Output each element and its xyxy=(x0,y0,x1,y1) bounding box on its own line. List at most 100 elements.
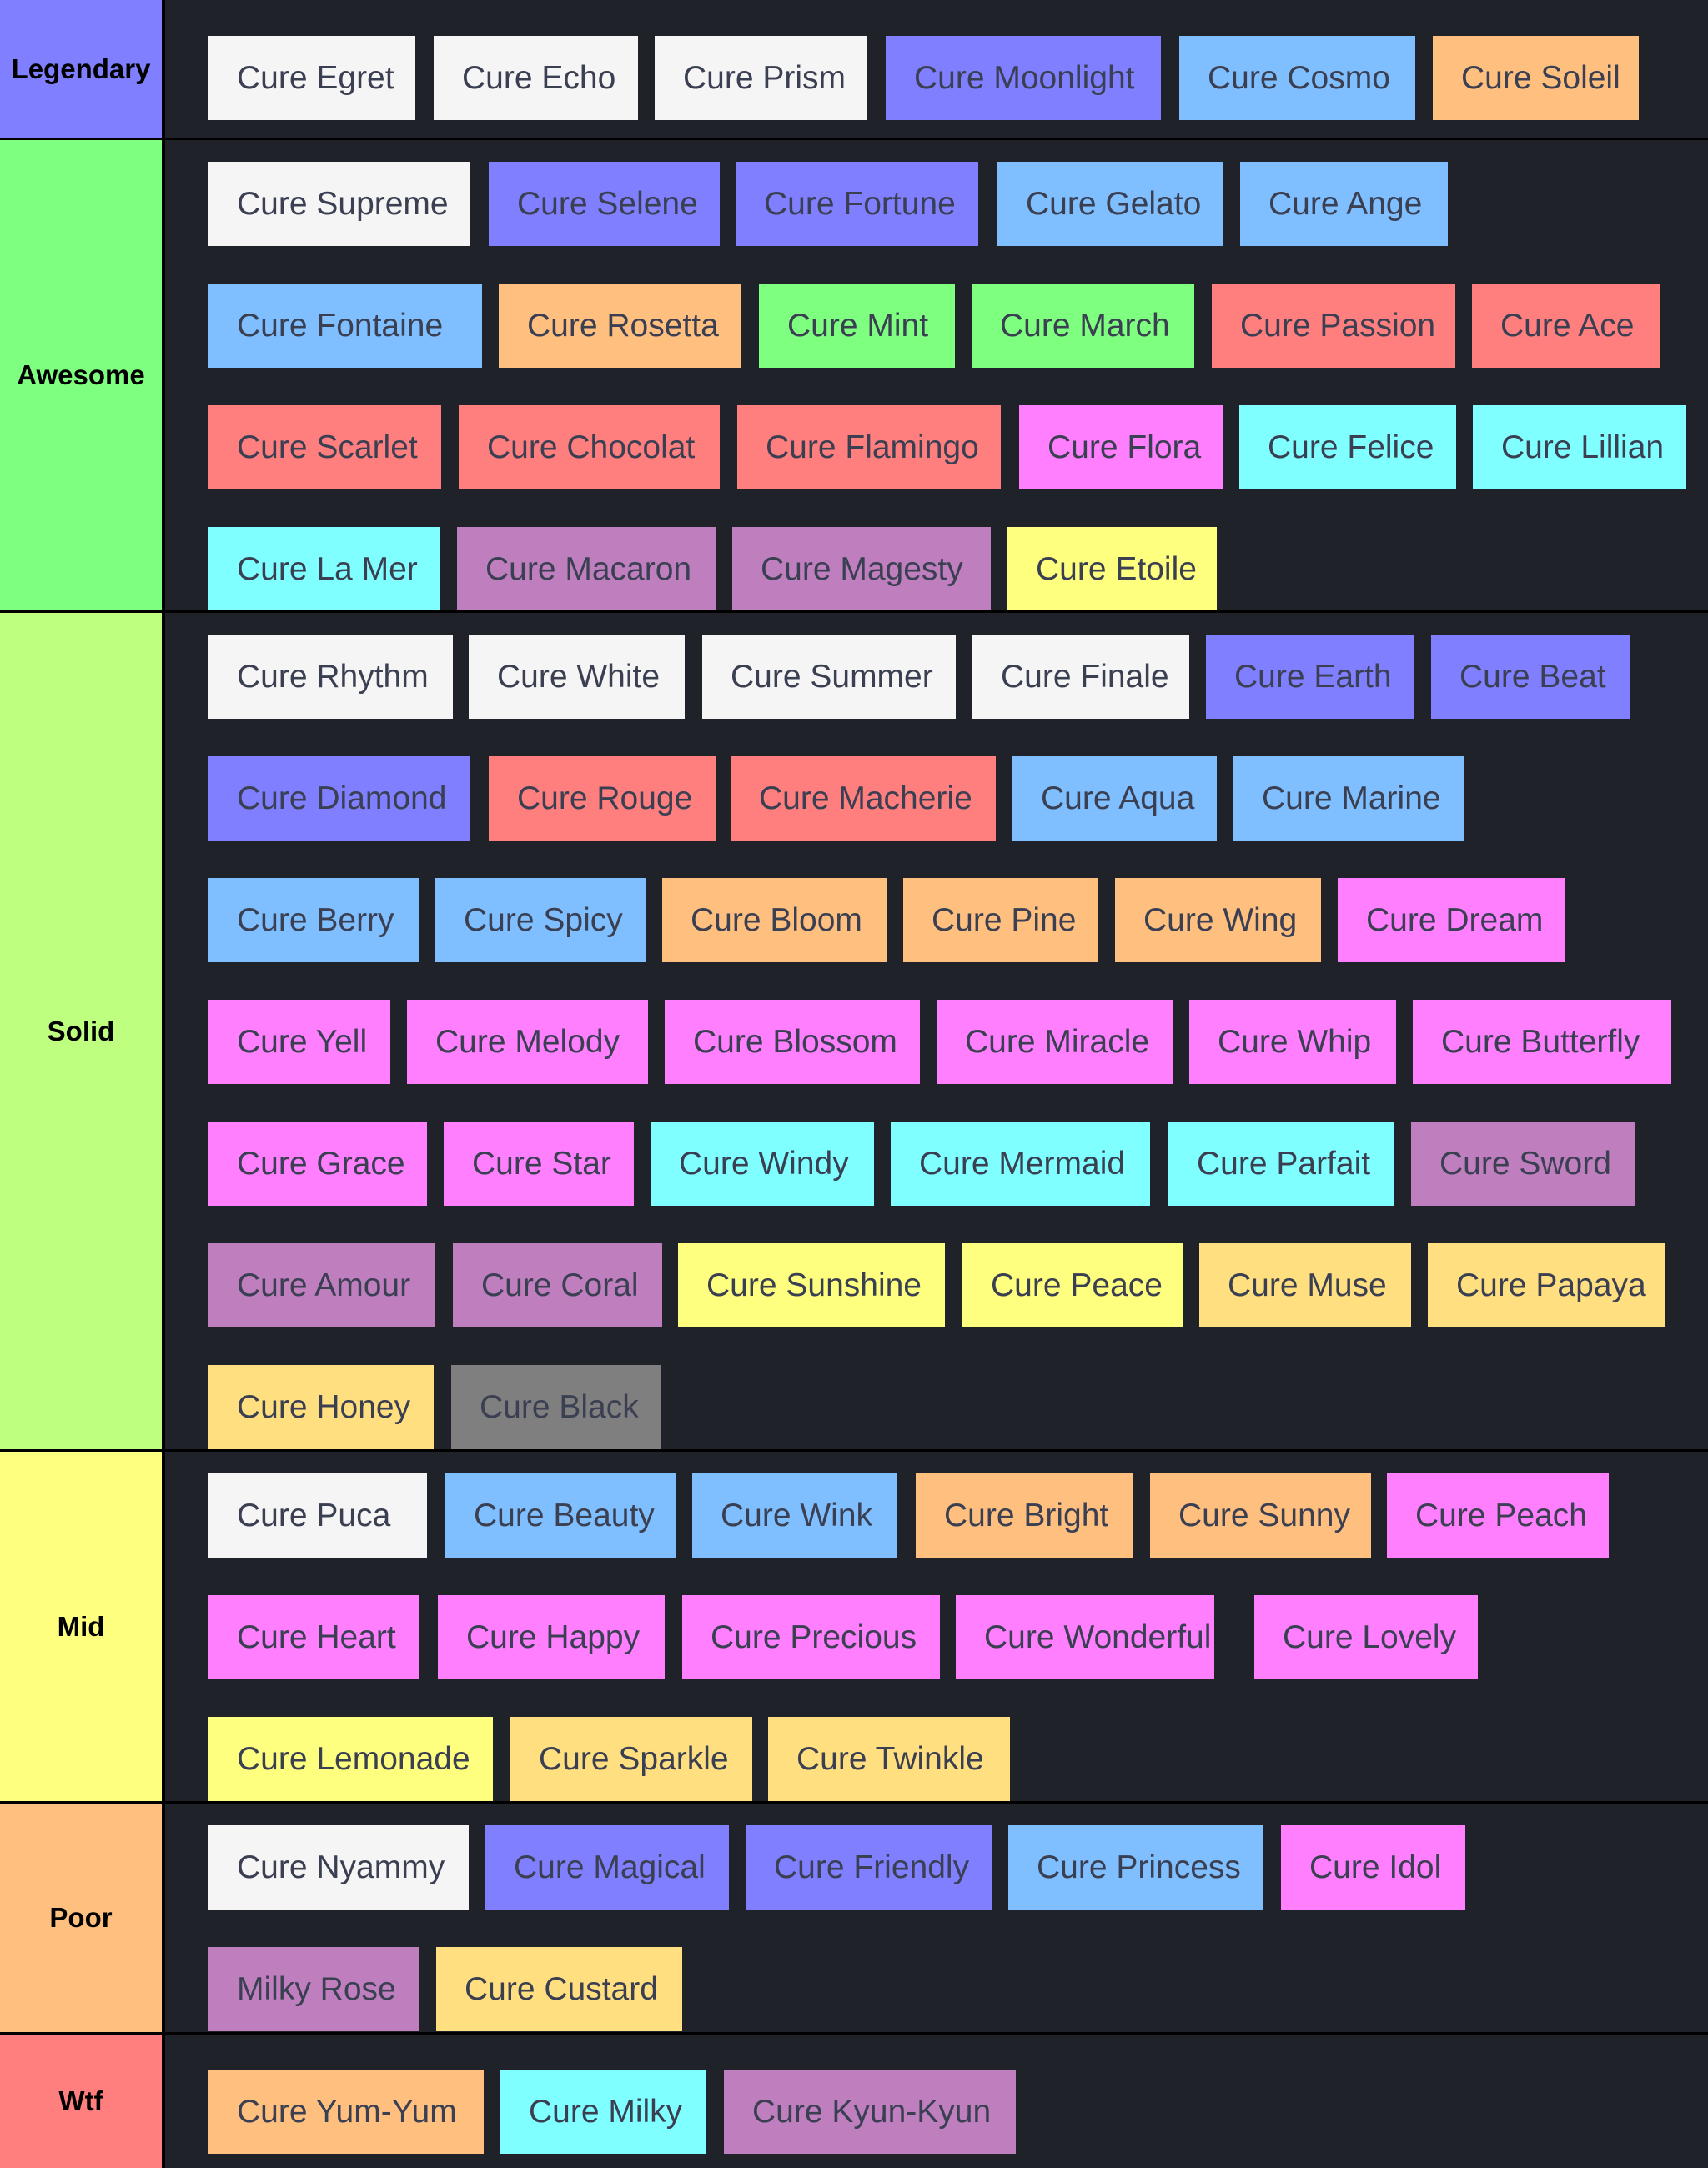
tier-item-chip[interactable]: Cure Lovely xyxy=(1254,1595,1478,1679)
tier-item-chip[interactable]: Cure Star xyxy=(444,1122,634,1206)
tier-items-area[interactable]: Cure Supreme Cure Selene Cure Fortune Cure … xyxy=(165,140,1708,611)
tier-item-chip[interactable]: Cure Ange xyxy=(1240,162,1448,246)
tier-item-chip[interactable]: Cure Rosetta xyxy=(499,284,741,368)
tier-item-chip[interactable]: Cure Wing xyxy=(1115,878,1321,962)
tier-item-chip[interactable]: Cure Passion xyxy=(1212,284,1455,368)
tier-item-chip[interactable]: Cure Spicy xyxy=(435,878,646,962)
tier-item-chip[interactable]: Cure Idol xyxy=(1281,1825,1465,1910)
tier-item-chip[interactable]: Cure Bright xyxy=(916,1473,1133,1558)
tier-item-chip[interactable]: Cure Aqua xyxy=(1012,756,1217,841)
tier-item-chip[interactable]: Cure Magical xyxy=(485,1825,729,1910)
tier-item-chip[interactable]: Cure Gelato xyxy=(997,162,1223,246)
tier-item-chip[interactable]: Cure Beauty xyxy=(445,1473,676,1558)
tier-item-chip[interactable]: Cure Macherie xyxy=(731,756,996,841)
tier-items-area[interactable]: Cure Rhythm Cure White Cure Summer Cure Fin… xyxy=(165,613,1708,1449)
tier-item-chip[interactable]: Cure Moonlight xyxy=(886,36,1161,120)
tier-item-chip[interactable]: Cure Egret xyxy=(208,36,415,120)
tier-item-chip[interactable]: Cure Heart xyxy=(208,1595,419,1679)
tier-items-area[interactable]: Cure Yum-Yum Cure Milky Cure Kyun-Kyun xyxy=(165,2035,1708,2168)
tier-item-chip[interactable]: Cure Rouge xyxy=(489,756,716,841)
tier-item-chip[interactable]: Cure Happy xyxy=(438,1595,665,1679)
tier-item-chip[interactable]: Cure Peace xyxy=(962,1243,1183,1327)
tier-item-chip[interactable]: Cure Windy xyxy=(651,1122,874,1206)
tier-items-area[interactable]: Cure Egret Cure Echo Cure Prism Cure Moonli… xyxy=(165,0,1708,138)
tier-item-chip[interactable]: Cure Magesty xyxy=(732,527,991,611)
tier-label[interactable]: Mid xyxy=(0,1452,165,1801)
tier-item-chip[interactable]: Cure Princess xyxy=(1008,1825,1263,1910)
tier-item-chip[interactable]: Cure Dream xyxy=(1338,878,1565,962)
tier-item-chip[interactable]: Cure Felice xyxy=(1239,405,1456,489)
tier-item-chip[interactable]: Cure Bloom xyxy=(662,878,887,962)
tier-item-chip[interactable]: Cure Milky xyxy=(500,2070,706,2154)
tier-item-chip[interactable]: Cure Mint xyxy=(759,284,955,368)
tier-item-chip[interactable]: Cure Selene xyxy=(489,162,720,246)
tier-item-chip[interactable]: Cure Papaya xyxy=(1428,1243,1665,1327)
tier-item-chip[interactable]: Cure Flamingo xyxy=(737,405,1001,489)
tier-item-chip[interactable]: Cure Amour xyxy=(208,1243,435,1327)
tier-item-chip[interactable]: Cure Muse xyxy=(1199,1243,1411,1327)
tier-items-area[interactable]: Cure Puca Cure Beauty Cure Wink Cure Bright… xyxy=(165,1452,1708,1801)
tier-item-chip[interactable]: Cure Friendly xyxy=(746,1825,992,1910)
tier-item-chip[interactable]: Cure Yell xyxy=(208,1000,390,1084)
tier-item-chip[interactable]: Cure Puca xyxy=(208,1473,427,1558)
tier-item-chip[interactable]: Cure Custard xyxy=(436,1947,682,2031)
tier-item-chip[interactable]: Cure Miracle xyxy=(937,1000,1173,1084)
tier-item-chip[interactable]: Cure Sunny xyxy=(1150,1473,1371,1558)
tier-items-area[interactable]: Cure Nyammy Cure Magical Cure Friendly Cure… xyxy=(165,1804,1708,2032)
tier-item-chip[interactable]: Cure Kyun-Kyun xyxy=(724,2070,1016,2154)
tier-item-chip[interactable]: Cure Beat xyxy=(1431,635,1630,719)
tier-item-chip[interactable]: Cure Melody xyxy=(407,1000,648,1084)
tier-item-chip[interactable]: Cure Parfait xyxy=(1168,1122,1394,1206)
tier-item-chip[interactable]: Cure Peach xyxy=(1387,1473,1609,1558)
tier-item-chip[interactable]: Cure Etoile xyxy=(1007,527,1217,611)
tier-item-chip[interactable]: Cure Whip xyxy=(1189,1000,1396,1084)
tier-item-chip[interactable]: Cure Rhythm xyxy=(208,635,453,719)
tier-item-chip[interactable]: Cure Blossom xyxy=(665,1000,920,1084)
tier-item-chip[interactable]: Cure Honey xyxy=(208,1365,434,1449)
tier-item-chip[interactable]: Cure Chocolat xyxy=(459,405,720,489)
tier-item-chip[interactable]: Cure Supreme xyxy=(208,162,470,246)
tier-item-chip[interactable]: Cure Ace xyxy=(1472,284,1660,368)
tier-item-chip[interactable]: Cure Diamond xyxy=(208,756,470,841)
tier-item-chip[interactable]: Cure Sunshine xyxy=(678,1243,945,1327)
tier-item-chip[interactable]: Cure Echo xyxy=(434,36,638,120)
tier-item-chip[interactable]: Cure Lillian xyxy=(1473,405,1686,489)
tier-item-chip[interactable]: Cure White xyxy=(469,635,685,719)
tier-item-chip[interactable]: Cure March xyxy=(972,284,1194,368)
tier-item-chip[interactable]: Cure Butterfly xyxy=(1413,1000,1671,1084)
tier-item-chip[interactable]: Cure Fortune xyxy=(736,162,978,246)
tier-label[interactable]: Poor xyxy=(0,1804,165,2032)
tier-item-chip[interactable]: Cure Nyammy xyxy=(208,1825,469,1910)
tier-item-chip[interactable]: Cure La Mer xyxy=(208,527,440,611)
tier-item-chip[interactable]: Cure Pine xyxy=(903,878,1098,962)
tier-item-chip[interactable]: Cure Berry xyxy=(208,878,419,962)
tier-label[interactable]: Solid xyxy=(0,613,165,1449)
tier-item-chip[interactable]: Cure Mermaid xyxy=(891,1122,1150,1206)
tier-label[interactable]: Legendary xyxy=(0,0,165,138)
tier-item-chip[interactable]: Cure Wink xyxy=(692,1473,897,1558)
tier-item-chip[interactable]: Cure Precious xyxy=(682,1595,940,1679)
tier-item-chip[interactable]: Milky Rose xyxy=(208,1947,419,2031)
tier-item-chip[interactable]: Cure Flora xyxy=(1019,405,1223,489)
tier-item-chip[interactable]: Cure Wonderful xyxy=(956,1595,1214,1679)
tier-label[interactable]: Awesome xyxy=(0,140,165,610)
tier-item-chip[interactable]: Cure Soleil xyxy=(1433,36,1639,120)
tier-item-chip[interactable]: Cure Fontaine xyxy=(208,284,482,368)
tier-item-chip[interactable]: Cure Macaron xyxy=(457,527,716,611)
tier-item-chip[interactable]: Cure Summer xyxy=(702,635,956,719)
tier-item-chip[interactable]: Cure Finale xyxy=(972,635,1189,719)
tier-label[interactable]: Wtf xyxy=(0,2035,165,2168)
tier-item-chip[interactable]: Cure Yum-Yum xyxy=(208,2070,484,2154)
tier-item-chip[interactable]: Cure Coral xyxy=(453,1243,662,1327)
tier-item-chip[interactable]: Cure Marine xyxy=(1233,756,1464,841)
tier-item-chip[interactable]: Cure Prism xyxy=(655,36,867,120)
tier-item-chip[interactable]: Cure Sword xyxy=(1411,1122,1635,1206)
tier-item-chip[interactable]: Cure Grace xyxy=(208,1122,427,1206)
tier-item-chip[interactable]: Cure Twinkle xyxy=(768,1717,1010,1801)
tier-item-chip[interactable]: Cure Cosmo xyxy=(1179,36,1415,120)
tier-item-chip[interactable]: Cure Earth xyxy=(1206,635,1414,719)
tier-item-chip[interactable]: Cure Black xyxy=(451,1365,661,1449)
tier-item-chip[interactable]: Cure Sparkle xyxy=(510,1717,752,1801)
tier-item-chip[interactable]: Cure Lemonade xyxy=(208,1717,493,1801)
tier-item-chip[interactable]: Cure Scarlet xyxy=(208,405,441,489)
